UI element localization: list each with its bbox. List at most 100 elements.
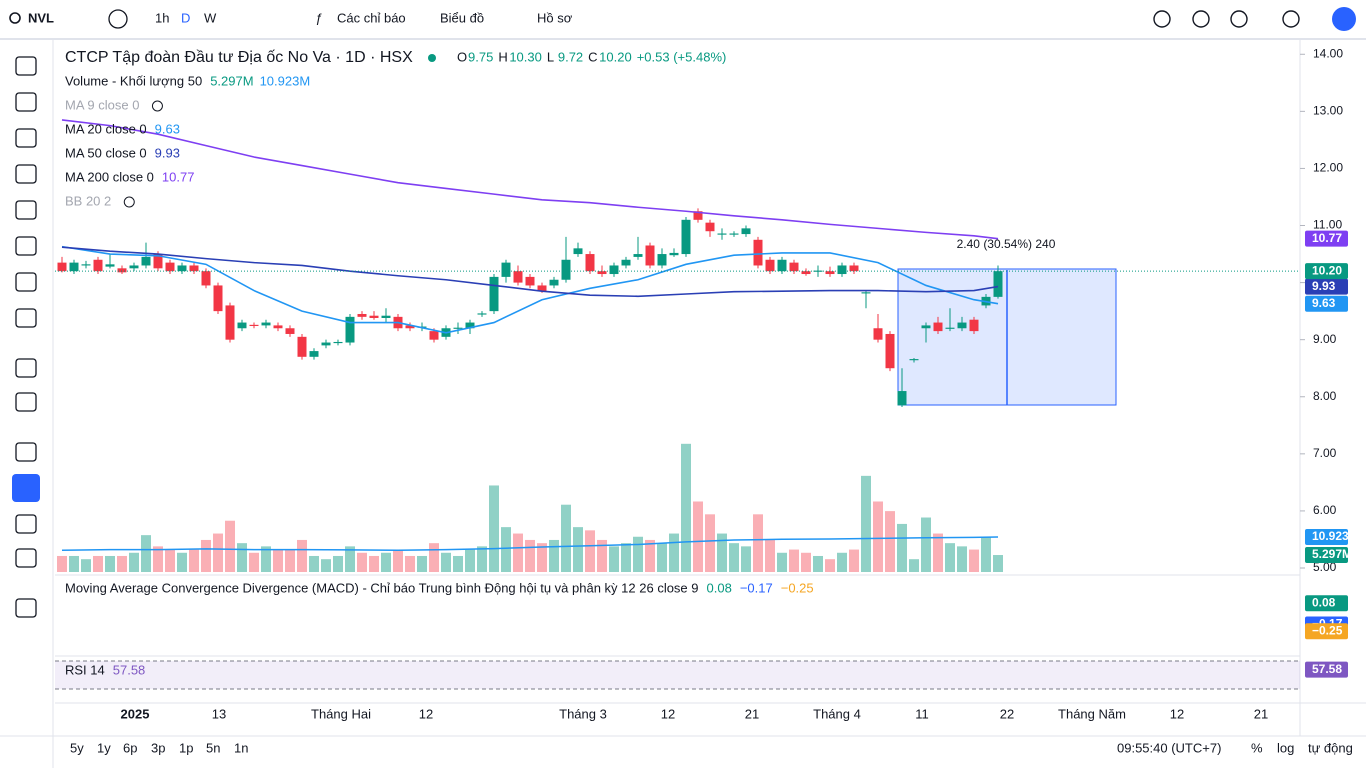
volume-bar xyxy=(669,533,679,572)
tool-icon[interactable] xyxy=(15,272,37,292)
toolbar-icon[interactable] xyxy=(1282,10,1300,28)
candle-body xyxy=(897,391,907,406)
toolbar-icon[interactable] xyxy=(1230,10,1248,28)
candle-body xyxy=(285,328,295,334)
ma-legend[interactable]: MA 50 close 0 xyxy=(65,145,147,160)
candle-body xyxy=(561,259,571,280)
tool-icon[interactable] xyxy=(15,548,37,568)
volume-bar xyxy=(621,543,631,572)
indicators-icon[interactable]: ƒ xyxy=(315,10,322,25)
scale-option[interactable]: log xyxy=(1277,740,1294,755)
volume-bar xyxy=(801,552,811,572)
ma-legend[interactable]: MA 200 close 0 xyxy=(65,169,154,184)
ma-legend[interactable]: MA 20 close 0 xyxy=(65,121,147,136)
range-button[interactable]: 3p xyxy=(151,740,165,755)
volume-bar xyxy=(141,535,151,572)
interval[interactable]: D xyxy=(181,10,190,25)
y-tick-label: 5.00 xyxy=(1313,560,1337,574)
candle-body xyxy=(933,322,943,332)
tool-icon[interactable] xyxy=(15,514,37,534)
candle-body xyxy=(573,248,583,255)
toolbar-icon[interactable] xyxy=(1192,10,1210,28)
tool-icon[interactable] xyxy=(15,392,37,412)
time-label: 13 xyxy=(212,706,226,721)
price-badge-label: 10.77 xyxy=(1312,231,1342,245)
volume-bar xyxy=(165,549,175,572)
scale-option[interactable]: % xyxy=(1251,740,1263,755)
candle-body xyxy=(381,315,391,318)
hidden-eye xyxy=(151,100,163,112)
tool-icon[interactable] xyxy=(15,358,37,378)
time-label: 12 xyxy=(419,706,433,721)
tool-icon[interactable] xyxy=(15,92,37,112)
volume-value: 5.297M xyxy=(210,73,253,88)
candle-body xyxy=(201,271,211,286)
tool-icon[interactable] xyxy=(15,164,37,184)
range-button[interactable]: 5y xyxy=(70,740,84,755)
volume-bar xyxy=(849,549,859,572)
tool-icon[interactable] xyxy=(15,128,37,148)
add-symbol[interactable] xyxy=(108,9,128,29)
candle-body xyxy=(681,219,691,255)
interval[interactable]: W xyxy=(204,10,217,25)
time-label: Tháng Hai xyxy=(311,706,371,721)
account[interactable] xyxy=(1332,7,1356,31)
lock-drawing-tool[interactable] xyxy=(12,474,40,502)
volume-bar xyxy=(645,539,655,572)
volume-bar xyxy=(285,549,295,572)
top-toolbar xyxy=(0,0,1366,38)
candle-body xyxy=(693,211,703,220)
candle-body xyxy=(849,265,859,272)
menu[interactable]: Biểu đồ xyxy=(440,10,484,25)
volume-bar xyxy=(729,543,739,572)
volume-bar xyxy=(885,511,895,572)
volume-bar xyxy=(585,530,595,572)
candle-body xyxy=(501,262,511,277)
symbol[interactable]: NVL xyxy=(28,10,54,25)
bb-legend[interactable]: BB 20 2 xyxy=(65,193,111,208)
volume-ma xyxy=(61,536,999,551)
candle-body xyxy=(357,313,367,317)
tool-icon[interactable] xyxy=(15,308,37,328)
price-badge xyxy=(1305,547,1348,564)
candle-body xyxy=(873,328,883,340)
tool-icon[interactable] xyxy=(15,56,37,76)
candle-body xyxy=(129,265,139,269)
toolbar-icon[interactable] xyxy=(1153,10,1171,28)
volume-bar xyxy=(981,536,991,572)
ohlc-value: 10.30 xyxy=(509,49,542,64)
range-button[interactable]: 6p xyxy=(123,740,137,755)
volume-bar xyxy=(681,443,691,572)
candle-body xyxy=(429,331,439,340)
range-button[interactable]: 1n xyxy=(234,740,248,755)
candle-body xyxy=(477,313,487,315)
macd-histogram xyxy=(906,610,946,630)
candle-body xyxy=(549,279,559,286)
tool-icon[interactable] xyxy=(15,236,37,256)
price-badge-label: 10.20 xyxy=(1312,263,1342,277)
range-button[interactable]: 1y xyxy=(97,740,111,755)
ma-legend[interactable]: MA 9 close 0 xyxy=(65,97,139,112)
rsi-band xyxy=(55,661,1300,689)
range-button[interactable]: 5n xyxy=(206,740,220,755)
volume-bar xyxy=(789,549,799,572)
candle-body xyxy=(729,233,739,235)
volume-bar xyxy=(765,539,775,572)
volume-bar xyxy=(405,555,415,572)
volume-bar xyxy=(345,546,355,572)
search-icon[interactable] xyxy=(9,12,21,24)
volume-bar xyxy=(429,543,439,572)
tool-icon[interactable] xyxy=(15,442,37,462)
volume-bar xyxy=(297,539,307,572)
macd-histogram xyxy=(330,610,370,614)
tool-icon[interactable] xyxy=(15,598,37,618)
tool-icon[interactable] xyxy=(15,200,37,220)
time-label: Tháng Năm xyxy=(1058,706,1126,721)
menu[interactable]: Các chỉ báo xyxy=(337,10,406,25)
menu[interactable]: Hồ sơ xyxy=(537,10,573,25)
range-button[interactable]: 1p xyxy=(179,740,193,755)
interval[interactable]: 1h xyxy=(155,10,169,25)
volume-bar xyxy=(213,533,223,572)
scale-option[interactable]: tự động xyxy=(1308,740,1353,755)
